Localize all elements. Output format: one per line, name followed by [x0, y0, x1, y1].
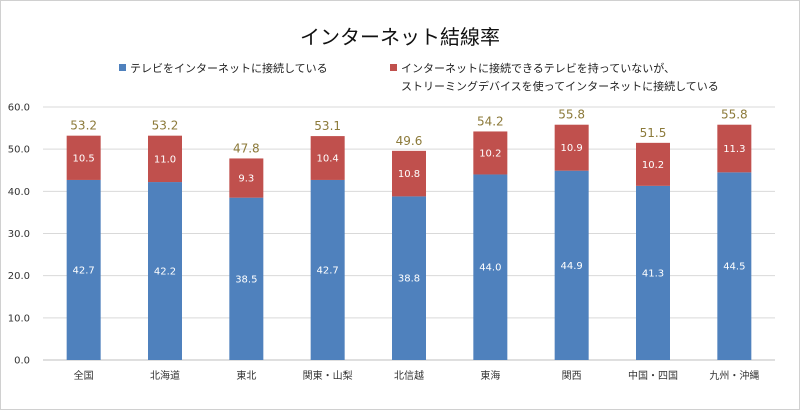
bar-segment-series-2 [148, 135, 182, 183]
x-tick-label: 関東・山梨 [303, 369, 353, 382]
legend-swatch-series-1 [119, 64, 126, 71]
legend-swatch-series-2 [390, 64, 397, 71]
x-axis-ticks: 全国 北海道 東北 関東・山梨 北信越 東海 関西 中国・四国 九州・沖縄 [74, 369, 760, 382]
total-label: 55.8 [721, 108, 748, 122]
x-tick-label: 東海 [480, 369, 500, 382]
data-label-series-2: 10.4 [317, 154, 339, 165]
total-label: 49.6 [396, 134, 423, 148]
data-label-series-1: 42.7 [73, 265, 95, 276]
bars: 42.7 10.5 53.2 42.2 11.0 53.2 38.5 9.3 47.8 42.7 1… [66, 108, 752, 360]
x-tick-label: 関西 [562, 370, 582, 382]
data-label-series-2: 10.2 [642, 160, 664, 171]
bar-segment-series-2 [636, 142, 670, 186]
data-label-series-2: 10.5 [73, 153, 95, 164]
y-tick-label: 60.0 [8, 103, 30, 114]
legend-label-series-1: テレビをインターネットに接続している [130, 61, 328, 75]
y-tick-label: 50.0 [8, 145, 30, 156]
data-label-series-2: 10.2 [479, 148, 501, 159]
legend-label-series-2-line-2: ストリーミングデバイスを使ってインターネットに接続している [401, 79, 719, 93]
data-label-series-1: 42.7 [317, 265, 339, 276]
y-tick-label: 30.0 [8, 229, 30, 240]
x-tick-label: 全国 [74, 369, 94, 382]
data-label-series-1: 42.2 [154, 267, 176, 278]
bar-segment-series-1 [717, 172, 752, 360]
data-label-series-2: 9.3 [238, 174, 254, 185]
bar-segment-series-1 [392, 196, 426, 360]
data-label-series-2: 11.3 [723, 144, 745, 155]
data-label-series-1: 44.9 [561, 261, 583, 272]
data-label-series-1: 44.5 [723, 262, 745, 273]
total-label: 55.8 [558, 108, 585, 122]
chart-title: インターネット結線率 [300, 25, 500, 49]
bar-segment-series-1 [310, 179, 345, 360]
data-label-series-1: 44.0 [479, 263, 501, 274]
bar-segment-series-1 [636, 185, 670, 360]
data-label-series-1: 41.3 [642, 268, 664, 279]
x-tick-label: 九州・沖縄 [709, 369, 759, 382]
total-label: 47.8 [233, 141, 260, 155]
bar-segment-series-2 [473, 131, 508, 175]
data-label-series-2: 11.0 [154, 154, 176, 165]
y-tick-label: 10.0 [8, 313, 30, 324]
x-tick-label: 北信越 [394, 369, 424, 382]
total-label: 53.2 [152, 119, 179, 133]
total-label: 53.1 [314, 119, 341, 133]
total-label: 51.5 [640, 126, 667, 140]
data-label-series-2: 10.8 [398, 169, 420, 180]
y-tick-label: 20.0 [8, 271, 30, 282]
bar-segment-series-2 [392, 150, 426, 197]
x-tick-label: 東北 [236, 369, 256, 382]
total-label: 53.2 [70, 119, 97, 133]
y-tick-label: 40.0 [8, 187, 30, 198]
total-label: 54.2 [477, 114, 504, 128]
bar-segment-series-1 [473, 174, 508, 360]
bar-segment-series-1 [66, 179, 101, 360]
x-tick-label: 北海道 [150, 369, 180, 382]
bar-segment-series-1 [554, 170, 589, 360]
bar-segment-series-2 [310, 136, 345, 180]
bar-segment-series-2 [66, 135, 101, 180]
legend: テレビをインターネットに接続している インターネットに接続できるテレビを持ってい… [119, 61, 719, 93]
legend-label-series-2-line-1: インターネットに接続できるテレビを持っていないが、 [401, 61, 675, 75]
x-tick-label: 中国・四国 [628, 369, 678, 382]
bar-segment-series-2 [554, 124, 589, 171]
bar-segment-series-2 [229, 158, 264, 198]
data-label-series-1: 38.5 [235, 274, 257, 285]
bar-segment-series-2 [717, 124, 752, 173]
data-label-series-1: 38.8 [398, 274, 420, 285]
y-axis-ticks: 0.0 10.0 20.0 30.0 40.0 50.0 60.0 [8, 103, 30, 367]
bar-segment-series-1 [148, 182, 182, 360]
data-label-series-2: 10.9 [561, 143, 583, 154]
y-tick-label: 0.0 [14, 356, 30, 367]
bar-segment-series-1 [229, 197, 264, 360]
